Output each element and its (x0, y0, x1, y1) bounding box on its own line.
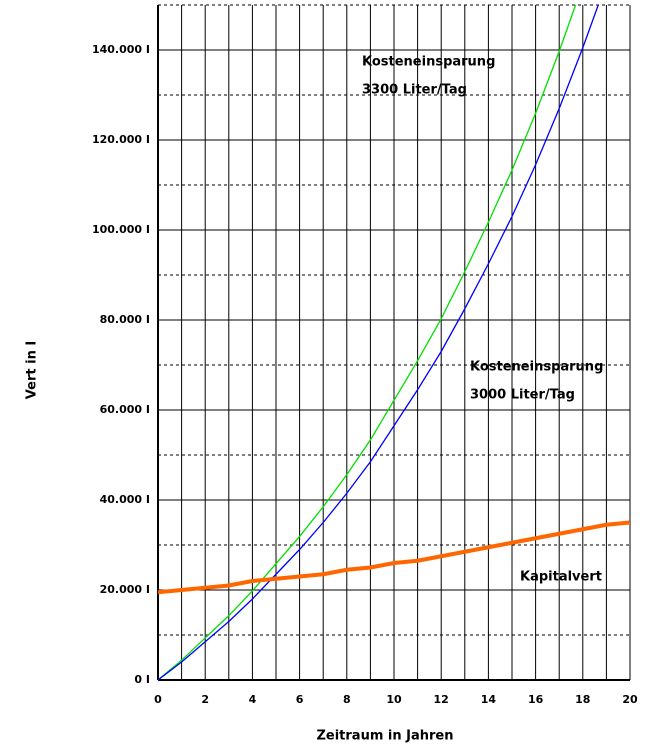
y-tick-label: 100.000 I (92, 223, 150, 236)
x-tick-label: 18 (575, 693, 590, 706)
y-tick-label: 120.000 I (92, 133, 150, 146)
y-tick-label: 140.000 I (92, 43, 150, 56)
y-tick-label: 40.000 I (100, 493, 150, 506)
x-tick-label: 16 (528, 693, 544, 706)
y-tick-label: 0 I (134, 673, 150, 686)
x-tick-label: 12 (434, 693, 449, 706)
series-label: Kosteneinsparung (362, 55, 495, 70)
x-tick-label: 14 (481, 693, 497, 706)
x-tick-label: 6 (296, 693, 304, 706)
x-axis-label: Zeitraum in Jahren (316, 729, 453, 744)
x-tick-label: 8 (343, 693, 351, 706)
y-tick-label: 20.000 I (100, 583, 150, 596)
series-label: Kapitalvert (520, 570, 602, 585)
x-tick-label: 10 (386, 693, 402, 706)
x-tick-label: 0 (154, 693, 162, 706)
y-tick-label: 60.000 I (100, 403, 150, 416)
series-label: Kosteneinsparung (470, 360, 603, 375)
series-line (158, 5, 599, 681)
plot-area (158, 5, 630, 681)
series-line (158, 520, 630, 595)
series-line (158, 5, 577, 681)
x-tick-label: 20 (622, 693, 638, 706)
x-tick-label: 4 (249, 693, 257, 706)
y-tick-label: 80.000 I (100, 313, 150, 326)
series-label: 3000 Liter/Tag (470, 388, 575, 403)
y-axis-label: Vert in I (25, 341, 40, 399)
x-tick-label: 2 (201, 693, 209, 706)
series-label: 3300 Liter/Tag (362, 83, 467, 98)
